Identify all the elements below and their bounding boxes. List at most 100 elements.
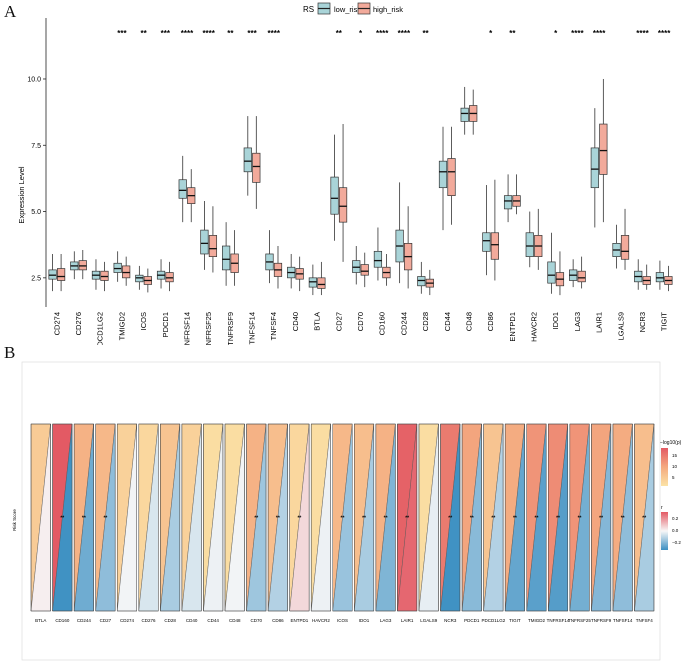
x-tick-label: TNFSF4 (636, 618, 653, 623)
cell-border (483, 423, 504, 612)
cell-border (289, 423, 310, 612)
significance-mark: ** (276, 516, 280, 522)
box-high_risk-PDCD1 (165, 272, 174, 283)
box-low_risk-TMIGD2 (113, 262, 122, 273)
significance-mark: ** (556, 516, 560, 522)
y-tick-label: 5.0 (31, 209, 41, 216)
significance-mark: ** (448, 516, 452, 522)
significance-mark: ** (82, 516, 86, 522)
box-low_risk-TNFRSF9 (222, 245, 231, 271)
cell-border (526, 423, 547, 612)
x-tick-label: PDCD1LG2 (96, 312, 105, 345)
cell-border (30, 423, 51, 612)
x-tick-label: CD274 (52, 312, 61, 335)
x-tick-label: TNFRSF9 (226, 312, 235, 345)
heatmap-row-label: Risk Score (12, 509, 17, 531)
y-axis-label: Expression Level (17, 166, 26, 223)
x-tick-label: PDCD1 (161, 312, 170, 337)
legend-r-tick-zero: 0.0 (672, 528, 679, 533)
x-tick-label: CD48 (229, 618, 241, 623)
legend-label-high: high_risk (373, 5, 403, 14)
significance-mark: ** (362, 516, 366, 522)
x-tick-label: TIGIT (509, 618, 521, 623)
x-tick-label: CD27 (100, 618, 112, 623)
cell-border (397, 423, 418, 612)
legend-p-tick-5: 5 (672, 475, 675, 480)
x-tick-label: CD70 (251, 618, 263, 623)
box-low_risk-CD48 (460, 107, 469, 122)
cell-border (569, 423, 590, 612)
legend-p-tick-15: 15 (672, 453, 678, 458)
x-tick-label: CD160 (378, 312, 387, 335)
heatmap-panel-border (21, 361, 661, 661)
box-high_risk-LGALS9 (620, 235, 630, 260)
box-marks: CD274 CD276 PDCD1LG2 TMIGD2***ICOS**PDCD1**… (48, 29, 673, 345)
box-low_risk-LAIR1 (590, 147, 599, 189)
x-tick-label: CD244 (399, 312, 408, 335)
x-tick-label: LAIR1 (401, 618, 414, 623)
x-tick-label: CD244 (77, 618, 92, 623)
legend-p-title: −log10(p) (660, 440, 682, 446)
significance-mark: ** (103, 516, 107, 522)
x-tick-label: TNFRSF25 (204, 312, 213, 345)
box-low_risk-BTLA (308, 277, 317, 288)
box-low_risk-CD160 (373, 250, 383, 268)
significance-mark: *** (161, 29, 171, 38)
significance-mark: ** (621, 516, 625, 522)
significance-mark: ** (491, 516, 495, 522)
legend-r-tick-neg: −0.2 (672, 540, 681, 545)
y-tick-label: 7.5 (31, 143, 41, 150)
box-low_risk-CD86 (482, 232, 491, 252)
significance-mark: **** (268, 29, 281, 38)
cell-border (591, 423, 612, 612)
cell-border (116, 423, 137, 612)
box-high_risk-BTLA (317, 277, 326, 289)
cell-border (160, 423, 181, 612)
x-tick-label: CD44 (207, 618, 219, 623)
legend-r-title: r (661, 505, 663, 511)
x-tick-label: LAIR1 (595, 312, 604, 333)
significance-mark: **** (398, 29, 411, 38)
x-tick-label: ICOS (139, 312, 148, 330)
significance-mark: **** (658, 29, 671, 38)
y-tick-label: 2.5 (31, 275, 41, 282)
cell-border (440, 423, 461, 612)
y-axis: 2.5 5.0 7.5 10.0 (27, 18, 47, 307)
x-tick-label: PDCD1 (464, 618, 480, 623)
box-low_risk-TNFSF14 (243, 147, 252, 173)
cell-border (354, 423, 375, 612)
cell-border (634, 423, 655, 612)
box-low_risk-TNFRSF25 (200, 229, 209, 255)
box-low_risk-ENTPD1 (503, 195, 513, 210)
x-tick-label: TMIGD2 (528, 618, 545, 623)
significance-mark: * (489, 29, 493, 38)
box-low_risk-HAVCR2 (525, 232, 534, 257)
x-tick-label: TNFRSF25 (568, 618, 591, 623)
x-tick-label: HAVCR2 (312, 618, 330, 623)
cell-border (52, 423, 73, 612)
x-tick-label: CD86 (272, 618, 284, 623)
cell-border (181, 423, 202, 612)
x-tick-label: IDO1 (551, 312, 560, 330)
significance-mark: ** (470, 516, 474, 522)
box-low_risk-CD70 (352, 260, 361, 273)
box-low_risk-CD27 (330, 176, 339, 215)
x-tick-label: BTLA (35, 618, 46, 623)
box-high_risk-CD44 (447, 158, 456, 196)
boxplot-legend: RS low_risk high_risk (303, 2, 403, 15)
box-low_risk-CD274 (48, 269, 57, 280)
significance-mark: ** (642, 516, 646, 522)
box-high_risk-TMIGD2 (122, 265, 131, 279)
box-low_risk-CD44 (438, 160, 448, 189)
panel-b-letter: B (4, 343, 16, 362)
cell-border (418, 423, 439, 612)
x-tick-label: IDO1 (359, 618, 370, 623)
x-tick-label: CD86 (486, 312, 495, 331)
x-tick-label: CD160 (55, 618, 70, 623)
significance-mark: ** (254, 516, 258, 522)
significance-mark: ** (405, 516, 409, 522)
significance-mark: ** (535, 516, 539, 522)
cell-border (548, 423, 569, 612)
box-high_risk-TNFSF14 (252, 152, 261, 183)
correlation-heatmap: Risk Score BTLA ** CD160 ** CD244 ** CD27 CD274… (12, 361, 682, 661)
